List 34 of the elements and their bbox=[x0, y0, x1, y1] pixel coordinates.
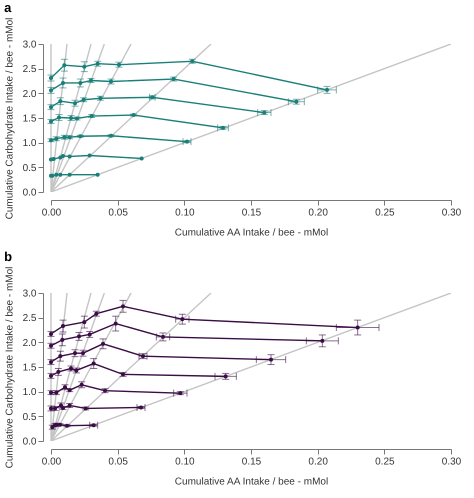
x-tick-label: 0.05 bbox=[108, 456, 128, 468]
x-axis-title: Cumulative AA Intake / bee - mMol bbox=[174, 476, 328, 488]
y-tick-label: 1.0 bbox=[22, 138, 37, 150]
y-tick-label: 1.5 bbox=[22, 362, 37, 374]
y-tick-label: 2.0 bbox=[22, 338, 37, 349]
x-tick-label: 0.25 bbox=[375, 456, 395, 468]
y-axis-title: Cumulative Carbohydrate Intake / bee - mMol bbox=[4, 266, 16, 468]
x-tick-label: 0.00 bbox=[42, 208, 62, 218]
y-tick-label: 1.0 bbox=[22, 387, 37, 398]
x-tick-label: 0.20 bbox=[308, 208, 328, 218]
x-tick-label: 0.15 bbox=[242, 456, 262, 468]
x-tick-label: 0.25 bbox=[375, 208, 395, 218]
x-axis-title: Cumulative AA Intake / bee - mMol bbox=[174, 228, 328, 238]
x-tick-label: 0.15 bbox=[242, 208, 262, 218]
y-tick-label: 2.5 bbox=[22, 313, 37, 324]
chart-title: a bbox=[4, 0, 12, 16]
x-tick-label: 0.10 bbox=[175, 456, 195, 468]
y-tick-label: 0.5 bbox=[22, 412, 37, 423]
chart-title: b bbox=[4, 249, 12, 264]
y-tick-label: 3.0 bbox=[22, 40, 37, 50]
x-tick-label: 0.10 bbox=[175, 208, 195, 218]
x-tick-label: 0.20 bbox=[308, 456, 328, 468]
y-tick-label: 0.5 bbox=[22, 162, 37, 174]
y-tick-label: 1.5 bbox=[22, 114, 37, 124]
x-tick-label: 0.05 bbox=[108, 208, 128, 218]
y-tick-label: 0.0 bbox=[22, 436, 37, 448]
y-tick-label: 2.0 bbox=[22, 88, 37, 100]
y-axis-title: Cumulative Carbohydrate Intake / bee - mMol bbox=[4, 18, 16, 220]
y-tick-label: 0.0 bbox=[22, 188, 37, 198]
x-tick-label: 0.30 bbox=[442, 208, 462, 218]
x-tick-label: 0.00 bbox=[42, 456, 62, 468]
y-tick-label: 3.0 bbox=[22, 288, 37, 300]
y-tick-label: 2.5 bbox=[22, 64, 37, 76]
x-tick-label: 0.30 bbox=[442, 456, 462, 468]
